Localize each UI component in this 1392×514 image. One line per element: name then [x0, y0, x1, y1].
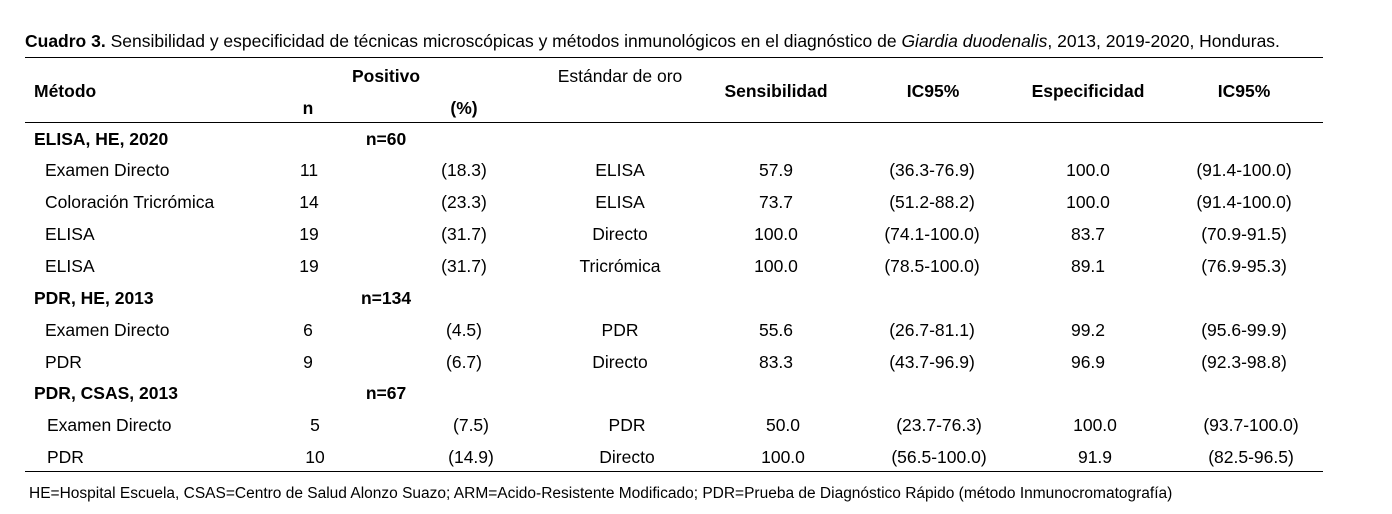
cell-especificidad: 91.9	[1077, 447, 1113, 467]
caption-text-end: , 2013, 2019-2020, Honduras.	[1047, 31, 1280, 51]
header-metodo: Método	[34, 81, 97, 101]
table-top-rule	[25, 57, 1323, 58]
cell-n: 9	[303, 352, 313, 372]
table-footnote: HE=Hospital Escuela, CSAS=Centro de Salu…	[29, 485, 1173, 502]
group-title: PDR, CSAS, 2013	[34, 383, 178, 403]
cell-especificidad: 96.9	[1070, 352, 1106, 372]
header-sensibilidad: Sensibilidad	[724, 81, 828, 101]
header-positivo: Positivo	[351, 66, 421, 86]
cell-estandar: Directo	[599, 447, 655, 467]
cell-metodo: Examen Directo	[45, 320, 170, 340]
cell-ic95-sens: (26.7-81.1)	[889, 320, 975, 340]
cell-ic95-esp: (93.7-100.0)	[1203, 415, 1299, 435]
cell-sensibilidad: 100.0	[754, 256, 798, 276]
cell-ic95-esp: (76.9-95.3)	[1201, 256, 1287, 276]
cell-ic95-sens: (78.5-100.0)	[884, 256, 980, 276]
cell-n: 11	[299, 160, 319, 180]
cell-metodo: ELISA	[45, 224, 95, 244]
cell-estandar: PDR	[601, 320, 639, 340]
cell-metodo: ELISA	[45, 256, 95, 276]
cell-n: 19	[299, 256, 319, 276]
cell-estandar: ELISA	[595, 160, 645, 180]
cell-pct: (18.3)	[441, 160, 487, 180]
cell-pct: (31.7)	[441, 224, 487, 244]
cell-ic95-esp: (82.5-96.5)	[1208, 447, 1294, 467]
cell-pct: (31.7)	[441, 256, 487, 276]
table-bottom-rule	[25, 471, 1323, 472]
cell-sensibilidad: 57.9	[758, 160, 794, 180]
cell-pct: (23.3)	[441, 192, 487, 212]
cell-pct: (14.9)	[448, 447, 494, 467]
cell-estandar: ELISA	[595, 192, 645, 212]
cell-especificidad: 99.2	[1070, 320, 1106, 340]
cell-sensibilidad: 100.0	[761, 447, 805, 467]
cell-especificidad: 89.1	[1070, 256, 1106, 276]
cell-n: 14	[299, 192, 319, 212]
cell-ic95-esp: (70.9-91.5)	[1201, 224, 1287, 244]
cell-pct: (6.7)	[446, 352, 482, 372]
caption-label: Cuadro 3.	[25, 31, 106, 51]
cell-ic95-esp: (91.4-100.0)	[1196, 192, 1292, 212]
group-n: n=60	[365, 129, 407, 149]
header-especificidad: Especificidad	[1031, 81, 1145, 101]
cell-ic95-sens: (51.2-88.2)	[889, 192, 975, 212]
group-n: n=67	[365, 383, 407, 403]
cell-ic95-sens: (74.1-100.0)	[884, 224, 980, 244]
cell-especificidad: 83.7	[1070, 224, 1106, 244]
cell-n: 10	[305, 447, 325, 467]
cell-n: 6	[303, 320, 313, 340]
header-n: n	[302, 98, 314, 118]
cell-ic95-sens: (23.7-76.3)	[896, 415, 982, 435]
caption-species: Giardia duodenalis	[901, 31, 1048, 51]
cell-estandar: Directo	[592, 224, 648, 244]
cell-sensibilidad: 100.0	[754, 224, 798, 244]
table-caption: Cuadro 3. Sensibilidad y especificidad d…	[25, 31, 1280, 52]
header-pct: (%)	[450, 98, 478, 118]
cell-sensibilidad: 73.7	[758, 192, 794, 212]
cell-ic95-esp: (92.3-98.8)	[1201, 352, 1287, 372]
cell-metodo: Coloración Tricrómica	[45, 192, 215, 212]
cell-ic95-esp: (95.6-99.9)	[1201, 320, 1287, 340]
header-ic95-esp: IC95%	[1217, 81, 1271, 101]
cell-metodo: Examen Directo	[45, 160, 170, 180]
cell-sensibilidad: 55.6	[758, 320, 794, 340]
cell-estandar: Directo	[592, 352, 648, 372]
cell-sensibilidad: 50.0	[765, 415, 801, 435]
cell-metodo: PDR	[47, 447, 84, 467]
header-estandar: Estándar de oro	[557, 66, 683, 86]
cell-metodo: PDR	[45, 352, 82, 372]
group-n: n=134	[360, 288, 412, 308]
header-ic95-sens: IC95%	[906, 81, 960, 101]
group-title: ELISA, HE, 2020	[34, 129, 169, 149]
cell-ic95-sens: (43.7-96.9)	[889, 352, 975, 372]
cell-estandar: PDR	[608, 415, 646, 435]
cell-ic95-esp: (91.4-100.0)	[1196, 160, 1292, 180]
cell-pct: (7.5)	[453, 415, 489, 435]
cell-especificidad: 100.0	[1066, 192, 1110, 212]
caption-text: Sensibilidad y especificidad de técnicas…	[105, 31, 902, 51]
cell-estandar: Tricrómica	[579, 256, 661, 276]
cell-ic95-sens: (56.5-100.0)	[891, 447, 987, 467]
cell-ic95-sens: (36.3-76.9)	[889, 160, 975, 180]
group-title: PDR, HE, 2013	[34, 288, 154, 308]
cell-n: 5	[310, 415, 320, 435]
cell-metodo: Examen Directo	[47, 415, 172, 435]
cell-especificidad: 100.0	[1066, 160, 1110, 180]
cell-pct: (4.5)	[446, 320, 482, 340]
cell-especificidad: 100.0	[1073, 415, 1117, 435]
cell-sensibilidad: 83.3	[758, 352, 794, 372]
table-header-rule	[25, 122, 1323, 123]
cell-n: 19	[299, 224, 319, 244]
